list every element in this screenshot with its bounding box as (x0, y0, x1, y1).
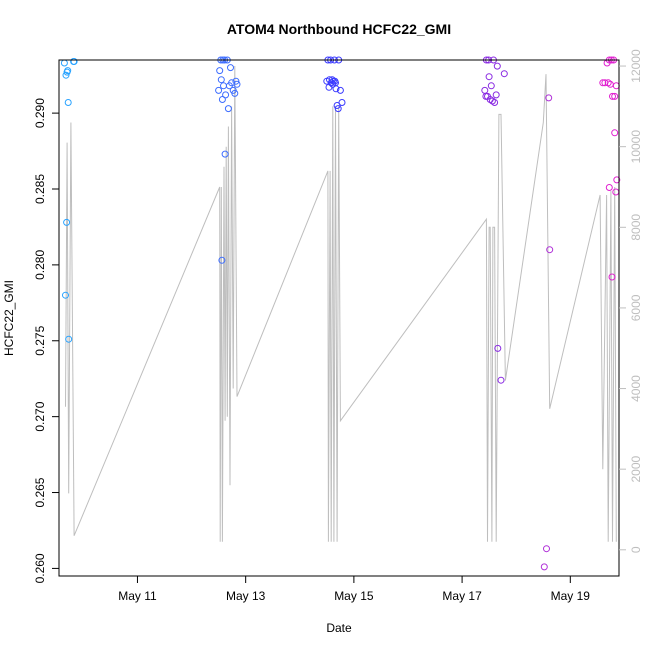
y-tick-label-3: 0.275 (33, 325, 47, 355)
data-point-s1-11 (227, 64, 234, 72)
y-tick-label-2: 0.270 (33, 401, 47, 431)
x-tick-label-4: May 19 (551, 589, 591, 603)
data-point-s5-12 (608, 273, 616, 281)
data-point-s5-10 (612, 82, 620, 90)
data-point-s0-4 (62, 291, 69, 299)
data-point-s3-15 (500, 70, 508, 78)
data-point-s0-1 (62, 71, 70, 79)
y-axis-label: HCFC22_GMI (2, 280, 16, 356)
data-point-s3-12 (493, 62, 501, 70)
data-point-s1-16 (233, 80, 241, 88)
data-point-s5-9 (611, 92, 619, 100)
y2-tick-label-3: 6000 (629, 294, 643, 321)
y-axis: 0.260 0.265 0.270 0.275 0.280 0.285 0.290 (33, 98, 59, 583)
data-point-s0-9 (70, 58, 78, 65)
x-tick-label-2: May 15 (334, 589, 374, 603)
data-point-s5-11 (605, 184, 613, 191)
data-point-s1-17 (218, 256, 226, 264)
data-point-s2-5 (327, 79, 335, 87)
plot-frame (58, 59, 620, 577)
data-point-s1-0 (215, 86, 223, 94)
data-point-s5-13 (611, 129, 619, 137)
y-tick-label-5: 0.285 (33, 174, 47, 204)
data-point-s0-6 (64, 99, 72, 106)
data-point-s3-10 (491, 99, 499, 106)
y-tick-label-1: 0.265 (33, 477, 47, 507)
y2-tick-label-6: 12000 (629, 49, 643, 83)
data-point-s1-1 (216, 67, 224, 75)
y-tick-label-4: 0.280 (33, 250, 47, 280)
data-point-s3-0 (481, 86, 489, 94)
data-point-s0-0 (60, 59, 68, 67)
data-point-s3-5 (485, 73, 493, 81)
data-point-s2-10 (332, 85, 340, 93)
y-tick-label-6: 0.290 (33, 98, 47, 128)
y2-tick-label-2: 4000 (629, 375, 643, 402)
data-points (60, 56, 621, 571)
data-point-s5-3 (604, 79, 612, 87)
data-point-s2-14 (336, 86, 344, 94)
data-point-s3-13 (494, 344, 502, 352)
altitude-line (65, 65, 617, 542)
y-tick-label-0: 0.260 (33, 553, 47, 583)
data-point-s5-7 (609, 92, 616, 100)
data-point-s0-3 (64, 67, 72, 75)
y2-tick-label-0: 0 (629, 546, 643, 553)
data-point-s5-0 (599, 79, 607, 87)
data-point-s1-9 (224, 105, 232, 113)
x-axis-label: Date (326, 621, 352, 635)
chart-title: ATOM4 Northbound HCFC22_GMI (227, 21, 451, 37)
y2-axis: 0 2000 4000 6000 8000 10000 12000 (619, 49, 643, 553)
data-point-s2-17 (331, 77, 339, 85)
data-point-s1-15 (232, 77, 240, 85)
data-point-s0-7 (65, 335, 73, 343)
data-point-s4-0 (540, 563, 548, 571)
x-axis: May 11 May 13 May 15 May 17 May 19 (118, 576, 590, 603)
data-point-s2-11 (333, 102, 341, 109)
y2-tick-label-4: 8000 (629, 214, 643, 241)
data-point-s3-7 (487, 82, 495, 90)
data-point-s1-3 (217, 76, 225, 84)
data-point-s5-15 (613, 176, 621, 184)
data-point-s2-15 (338, 99, 346, 106)
data-point-s5-14 (612, 188, 620, 196)
x-tick-label-0: May 11 (118, 589, 157, 603)
data-point-s0-5 (63, 218, 71, 226)
data-point-s1-14 (231, 89, 239, 97)
data-point-s3-14 (497, 376, 505, 384)
y2-tick-label-1: 2000 (629, 456, 643, 483)
x-tick-label-1: May 13 (226, 589, 266, 603)
x-tick-label-3: May 17 (442, 589, 482, 603)
data-point-s1-5 (220, 82, 227, 90)
data-point-s1-7 (222, 91, 230, 99)
data-point-s1-18 (221, 150, 229, 158)
data-point-s4-2 (545, 94, 553, 102)
data-point-s4-1 (543, 545, 550, 553)
data-point-s4-3 (546, 246, 554, 254)
altitude-series (65, 65, 617, 542)
data-point-s1-4 (218, 96, 226, 103)
data-point-s3-11 (492, 91, 500, 99)
y2-tick-label-5: 10000 (629, 130, 643, 164)
data-point-s2-12 (334, 105, 342, 113)
